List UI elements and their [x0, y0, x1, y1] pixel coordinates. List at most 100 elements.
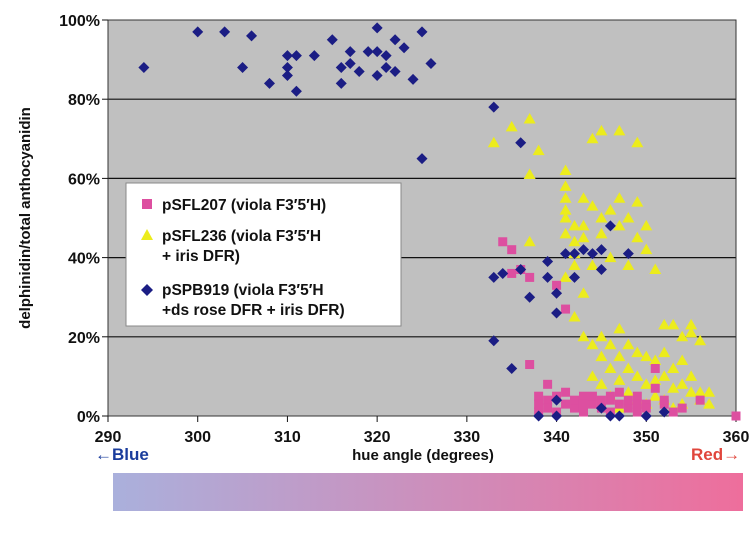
data-point-pSFL207	[587, 399, 597, 409]
data-point-pSFL236	[658, 346, 671, 358]
data-point-pSFL236	[604, 204, 617, 215]
data-point-pSFL207	[731, 411, 741, 421]
data-point-pSFL207	[677, 403, 687, 413]
data-point-pSPB919	[380, 50, 392, 62]
x-tick-label: 320	[364, 429, 391, 446]
data-point-pSFL236	[586, 132, 599, 144]
data-point-pSPB919	[138, 62, 150, 74]
data-point-pSFL207	[668, 407, 678, 417]
data-point-pSFL207	[632, 407, 642, 417]
data-point-pSFL207	[534, 399, 544, 409]
data-point-pSPB919	[533, 410, 545, 422]
data-point-pSFL207	[525, 272, 535, 282]
data-point-pSFL236	[595, 330, 608, 342]
data-point-pSPB919	[290, 50, 302, 62]
legend-label-pSPB919: pSPB919 (viola F3′5′H +ds rose DFR + iri…	[162, 282, 345, 319]
data-point-pSFL207	[623, 403, 633, 413]
data-point-pSPB919	[416, 26, 428, 38]
data-point-pSPB919	[604, 410, 616, 422]
y-tick-label: 100%	[59, 13, 100, 30]
data-point-pSFL207	[570, 395, 580, 405]
data-point-pSFL236	[523, 168, 536, 179]
data-point-pSFL207	[561, 304, 571, 314]
data-point-pSFL236	[622, 386, 635, 397]
data-point-pSPB919	[281, 50, 293, 62]
data-point-pSFL236	[577, 192, 590, 203]
data-point-pSFL236	[613, 124, 626, 136]
data-point-pSFL207	[641, 403, 651, 413]
data-point-pSFL207	[659, 395, 669, 405]
y-axis-title: delphinidin/total anthocyanidin	[17, 107, 34, 329]
data-point-pSFL236	[649, 374, 662, 385]
data-point-pSPB919	[551, 307, 563, 319]
data-point-pSFL236	[622, 338, 635, 350]
data-point-pSFL236	[631, 370, 644, 381]
data-point-pSFL207	[534, 391, 544, 401]
x-tick-label: 340	[543, 429, 570, 446]
data-point-pSFL207	[543, 395, 553, 405]
data-point-pSFL236	[613, 350, 626, 362]
data-point-pSFL236	[640, 378, 653, 389]
data-point-pSPB919	[595, 402, 607, 414]
data-point-pSPB919	[524, 291, 536, 303]
data-point-pSFL236	[568, 311, 581, 322]
legend: pSFL207 (viola F3′5′H) pSFL236 (viola F3…	[125, 182, 402, 327]
y-tick-label: 20%	[68, 330, 100, 347]
data-point-pSPB919	[515, 263, 527, 275]
data-point-pSFL236	[667, 362, 680, 373]
data-point-pSFL236	[577, 219, 590, 231]
data-point-pSFL207	[605, 395, 615, 405]
data-point-pSFL236	[586, 370, 599, 381]
data-point-pSPB919	[488, 335, 500, 347]
data-point-pSFL207	[552, 280, 562, 290]
data-point-pSFL207	[587, 391, 597, 401]
blue-label: ←Blue	[95, 445, 149, 464]
data-point-pSFL236	[577, 287, 590, 298]
data-point-pSFL236	[613, 374, 626, 385]
data-point-pSPB919	[658, 406, 670, 418]
data-point-pSFL236	[559, 164, 572, 175]
legend-marker-square	[142, 199, 152, 209]
data-point-pSFL236	[586, 200, 599, 211]
data-point-pSPB919	[335, 62, 347, 74]
x-tick-label: 360	[723, 429, 750, 446]
data-point-pSFL207	[578, 391, 588, 401]
data-point-pSPB919	[308, 50, 320, 62]
data-point-pSPB919	[613, 410, 625, 422]
legend-marker-triangle	[141, 229, 153, 240]
legend-box	[125, 182, 402, 327]
x-tick-label: 290	[95, 429, 122, 446]
data-point-pSPB919	[506, 362, 518, 374]
data-point-pSPB919	[371, 22, 383, 34]
legend-label-pSFL236: pSFL236 (viola F3′5′H + iris DFR)	[162, 228, 325, 265]
data-point-pSFL207	[543, 379, 553, 389]
data-point-pSPB919	[246, 30, 258, 42]
data-point-pSPB919	[281, 69, 293, 81]
x-tick-label: 350	[633, 429, 660, 446]
data-point-pSFL236	[568, 235, 581, 247]
data-point-pSFL236	[559, 227, 572, 239]
data-point-pSFL236	[694, 334, 707, 346]
data-point-pSFL236	[532, 144, 545, 156]
data-point-pSPB919	[551, 410, 563, 422]
y-tick-label: 80%	[68, 92, 100, 109]
data-point-pSPB919	[281, 62, 293, 74]
data-point-pSPB919	[192, 26, 204, 38]
data-point-pSFL207	[614, 399, 624, 409]
data-point-pSFL236	[577, 231, 590, 243]
data-point-pSFL236	[676, 354, 689, 366]
data-point-pSFL236	[523, 113, 536, 124]
data-point-pSFL236	[622, 212, 635, 223]
data-point-pSPB919	[551, 394, 563, 406]
data-point-pSFL207	[561, 387, 571, 397]
hue-color-bar	[113, 473, 743, 511]
data-point-pSFL236	[676, 378, 689, 389]
data-point-pSPB919	[344, 46, 356, 58]
data-point-pSFL236	[523, 235, 536, 247]
data-point-pSPB919	[407, 73, 419, 85]
data-point-pSFL236	[586, 338, 599, 350]
data-point-pSFL236	[631, 136, 644, 148]
data-point-pSFL236	[613, 219, 626, 231]
data-point-pSFL236	[685, 370, 698, 381]
data-point-pSPB919	[371, 69, 383, 81]
